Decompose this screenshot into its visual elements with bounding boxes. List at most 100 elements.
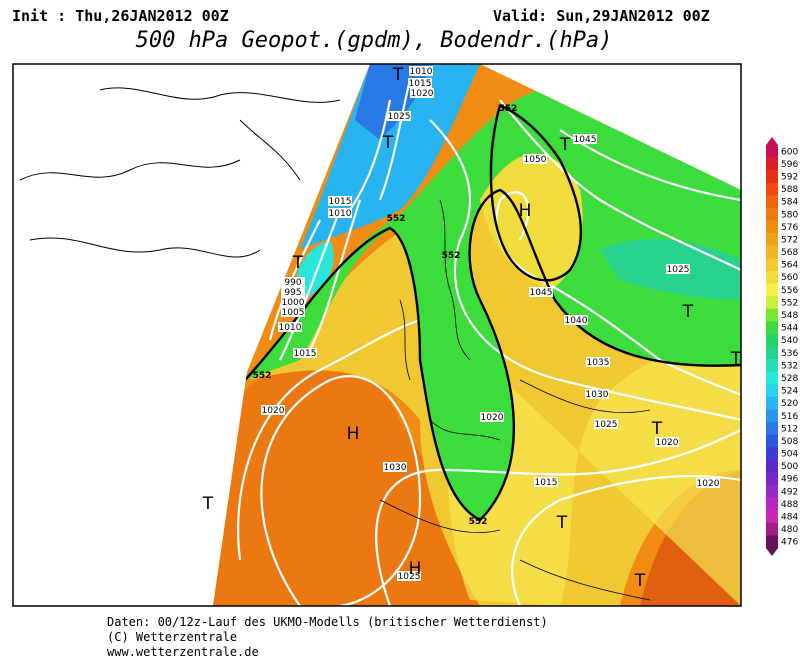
isobar-label-text: 995 bbox=[284, 288, 301, 298]
isobar-label: 1020 bbox=[655, 437, 679, 448]
color-swatch bbox=[766, 270, 778, 284]
scale-label: 492 bbox=[781, 487, 798, 497]
isobar-label: 1020 bbox=[696, 478, 720, 489]
isobar-label-bg bbox=[523, 154, 547, 164]
isobar-label-bg bbox=[594, 419, 618, 429]
init-text: Init : Thu,26JAN2012 00Z bbox=[12, 7, 229, 25]
scale-cap bbox=[766, 548, 778, 556]
isobar-label-bg bbox=[529, 287, 553, 297]
color-swatch bbox=[766, 510, 778, 524]
isobar-label-bg bbox=[586, 357, 610, 367]
isobar-label: 1015 bbox=[328, 196, 352, 207]
map-frame bbox=[12, 63, 742, 607]
isobar-label: 1030 bbox=[585, 389, 609, 400]
pressure-center: T bbox=[382, 133, 394, 153]
isobar-label: 1025 bbox=[666, 264, 690, 275]
scale-label: 504 bbox=[781, 450, 798, 460]
scale-label: 520 bbox=[781, 399, 798, 409]
isobar-label-bg bbox=[293, 348, 317, 358]
geopotential-label: 552 bbox=[469, 517, 488, 527]
color-swatch bbox=[766, 283, 778, 297]
pressure-center: T bbox=[634, 571, 646, 591]
isobar-label: 1000 bbox=[281, 297, 305, 308]
scale-label: 480 bbox=[781, 525, 798, 535]
scale-label: 572 bbox=[781, 235, 798, 245]
scale-cap bbox=[766, 137, 778, 145]
isobar-label-text: 1025 bbox=[398, 572, 421, 582]
isobar-label: 1020 bbox=[261, 405, 285, 416]
isobar-label: 1015 bbox=[534, 477, 558, 488]
isobar-label-text: 1025 bbox=[595, 420, 618, 430]
geopotential-label: 552 bbox=[442, 251, 461, 261]
isobar-label-bg bbox=[278, 322, 302, 332]
pressure-center: T bbox=[682, 302, 694, 322]
color-scale: 600 596 592 588 584 580 576 572 568 564 560 556 552 5… bbox=[766, 137, 798, 556]
isobar-label: 1040 bbox=[564, 315, 588, 326]
scale-label: 588 bbox=[781, 185, 798, 195]
color-swatch bbox=[766, 333, 778, 347]
isobar-label-bg bbox=[261, 405, 285, 415]
geopotential-label: 552 bbox=[499, 104, 518, 114]
scale-label: 584 bbox=[781, 198, 798, 208]
isobar-label: 1025 bbox=[387, 111, 411, 122]
color-swatch bbox=[766, 346, 778, 360]
isobar-label-text: 1020 bbox=[481, 413, 504, 423]
color-swatch bbox=[766, 258, 778, 272]
geopotential-label: 552 bbox=[387, 214, 406, 224]
color-swatch bbox=[766, 422, 778, 435]
color-swatch bbox=[766, 157, 778, 171]
isobar-label-bg bbox=[409, 66, 433, 76]
isobar-label-bg bbox=[397, 571, 421, 581]
scale-label: 592 bbox=[781, 172, 798, 182]
isobar-label-bg bbox=[534, 477, 558, 487]
pressure-center: H bbox=[519, 201, 532, 221]
isobar-label-bg bbox=[585, 389, 609, 399]
isobar-label-bg bbox=[573, 134, 597, 144]
isobar-label-bg bbox=[696, 478, 720, 488]
map-labels: 1010101510201025104510501015101099099510… bbox=[202, 65, 742, 591]
scale-label: 488 bbox=[781, 500, 798, 510]
pressure-center: T bbox=[730, 349, 742, 369]
isobar-label-bg bbox=[655, 437, 679, 447]
color-swatch bbox=[766, 396, 778, 410]
isobar-label-text: 1015 bbox=[294, 349, 317, 359]
scale-label: 544 bbox=[781, 324, 798, 334]
isobar-label: 1025 bbox=[594, 419, 618, 430]
pressure-center: T bbox=[651, 419, 663, 439]
isobar-label-text: 1000 bbox=[282, 298, 305, 308]
isobar-label: 1025 bbox=[397, 571, 421, 582]
isobar-label: 1045 bbox=[573, 134, 597, 145]
isobar-label-bg bbox=[564, 315, 588, 325]
map bbox=[12, 63, 742, 607]
scale-label: 476 bbox=[781, 538, 798, 548]
isobar-label-text: 1025 bbox=[388, 112, 411, 122]
scale-label: 580 bbox=[781, 210, 798, 220]
isobar-label: 1010 bbox=[328, 208, 352, 219]
isobar-label-text: 1035 bbox=[587, 358, 610, 368]
scale-label: 524 bbox=[781, 387, 798, 397]
scale-label: 500 bbox=[781, 462, 798, 472]
scale-label: 512 bbox=[781, 424, 798, 434]
color-swatch bbox=[766, 447, 778, 461]
isobar-label: 1050 bbox=[523, 154, 547, 165]
pressure-center: H bbox=[347, 424, 360, 444]
color-swatch bbox=[766, 497, 778, 511]
valid-text: Valid: Sun,29JAN2012 00Z bbox=[493, 7, 710, 25]
isobar-label-bg bbox=[410, 88, 434, 98]
isobar-label: 1045 bbox=[529, 287, 553, 298]
isobar-label: 1005 bbox=[281, 307, 305, 318]
scale-label: 540 bbox=[781, 336, 798, 346]
pressure-center: T bbox=[292, 253, 304, 273]
color-swatch bbox=[766, 434, 778, 448]
isobar-label-text: 1020 bbox=[411, 89, 434, 99]
isobar-label-text: 1010 bbox=[279, 323, 302, 333]
isobar-label-text: 1010 bbox=[329, 209, 352, 219]
isobar-label-text: 1015 bbox=[409, 79, 432, 89]
isobar-label-bg bbox=[281, 287, 305, 297]
footer-line: www.wetterzentrale.de bbox=[107, 645, 259, 659]
geopotential-label: 552 bbox=[253, 371, 272, 381]
scale-label: 556 bbox=[781, 286, 798, 296]
color-swatch bbox=[766, 220, 778, 234]
